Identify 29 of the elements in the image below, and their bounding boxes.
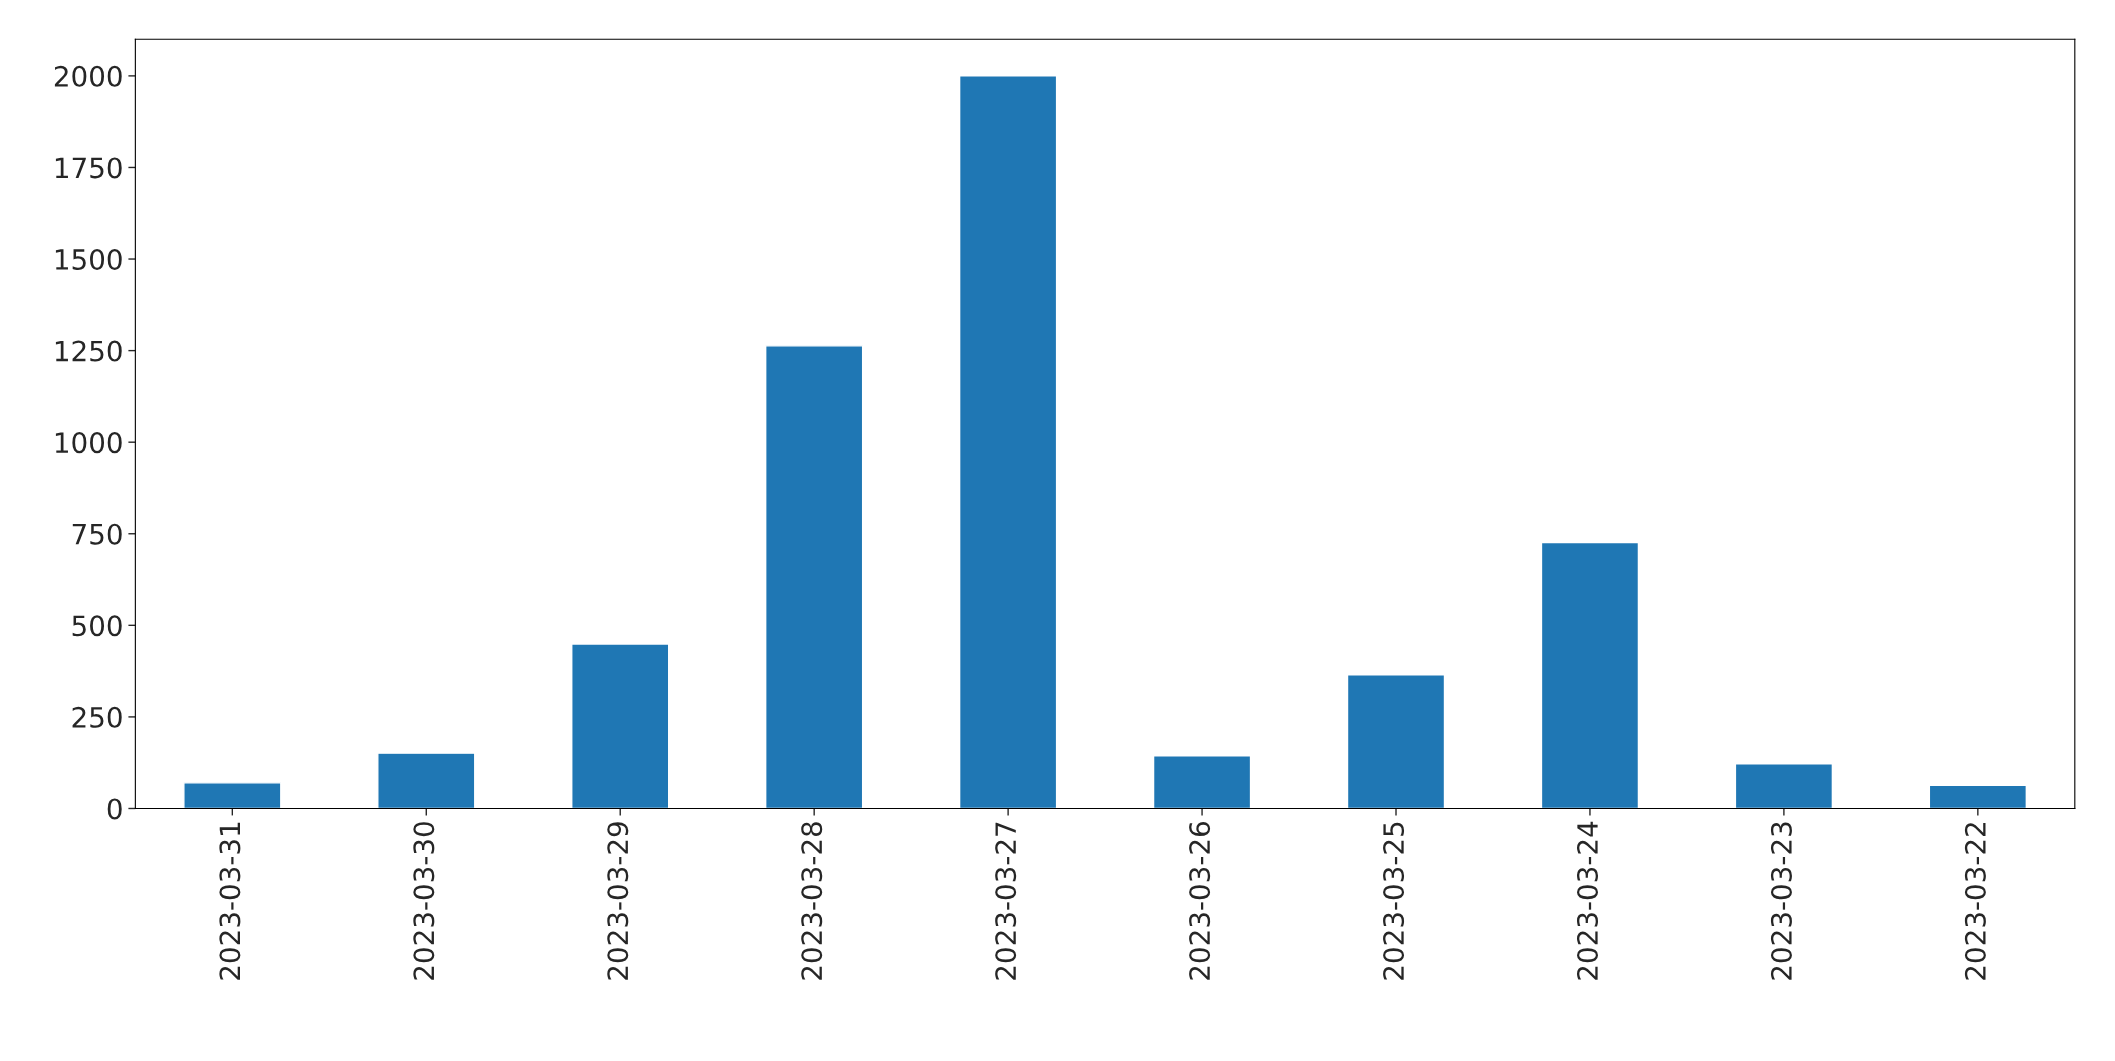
y-tick-label: 750 [72, 523, 122, 545]
y-tick-label: 1500 [55, 248, 122, 270]
x-tick-label: 2023-03-28 [801, 822, 823, 980]
x-tick-label: 2023-03-31 [219, 822, 241, 980]
x-tick-label: 2023-03-27 [995, 822, 1017, 980]
bar [1734, 763, 1834, 809]
bar [958, 75, 1058, 809]
x-tick-label: 2023-03-23 [1770, 822, 1792, 980]
bar [571, 643, 670, 809]
y-tick-label: 1250 [55, 340, 122, 362]
x-tick-label: 2023-03-25 [1383, 822, 1405, 980]
bar [1152, 755, 1252, 809]
x-tick-label: 2023-03-30 [413, 822, 435, 980]
bar [1346, 674, 1446, 809]
bar [1540, 541, 1640, 809]
bar [183, 782, 282, 809]
bar [1928, 784, 2028, 809]
y-tick-label: 1750 [55, 157, 122, 179]
y-tick-label: 500 [72, 615, 122, 637]
bar [764, 345, 864, 809]
y-tick-label: 1000 [55, 432, 122, 454]
bar [377, 752, 476, 809]
x-tick-label: 2023-03-24 [1577, 821, 1599, 980]
y-tick-label: 0 [107, 798, 122, 820]
y-tick-label: 250 [72, 706, 122, 728]
x-tick-label: 2023-03-22 [1964, 823, 1986, 980]
x-tick-label: 2023-03-29 [607, 822, 629, 980]
y-tick-label: 2000 [54, 65, 122, 87]
x-tick-label: 2023-03-26 [1189, 822, 1211, 980]
